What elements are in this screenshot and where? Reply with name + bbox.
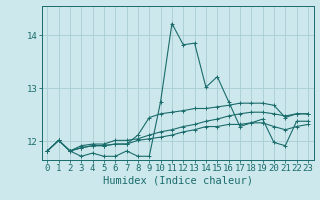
X-axis label: Humidex (Indice chaleur): Humidex (Indice chaleur) <box>103 176 252 186</box>
